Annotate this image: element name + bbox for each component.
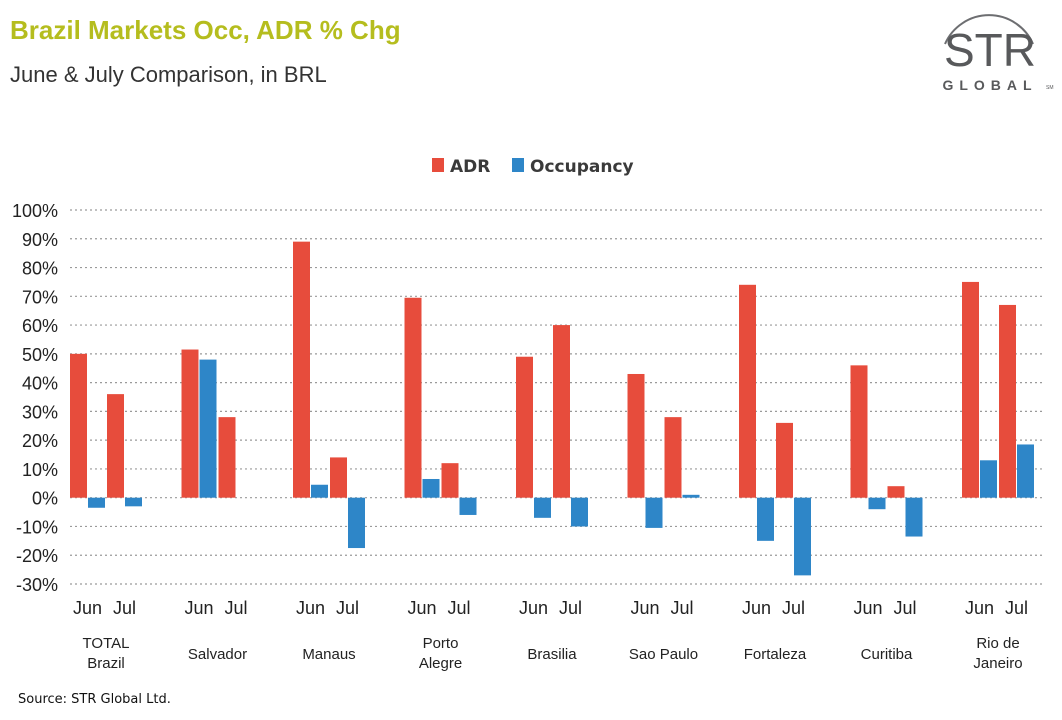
x-tick-label-month: Jun (407, 598, 436, 618)
y-tick-label: 70% (22, 287, 58, 307)
x-tick-label-month: Jun (965, 598, 994, 618)
str-global-logo: STR GLOBAL SM (942, 14, 1054, 93)
x-tick-label-month: Jun (296, 598, 325, 618)
x-tick-label-month: Jun (630, 598, 659, 618)
occupancy-bar (757, 497, 774, 541)
y-tick-label: 60% (22, 316, 58, 336)
logo-arc-icon (944, 14, 1034, 45)
occupancy-bar (125, 497, 142, 507)
y-tick-label: 90% (22, 230, 58, 250)
y-tick-label: 100% (12, 201, 58, 221)
adr-bar (776, 422, 793, 498)
x-tick-label-month: Jun (519, 598, 548, 618)
x-tick-label-market: Salvador (188, 646, 247, 663)
x-tick-label-market: Alegre (419, 655, 462, 672)
x-tick-label-market: TOTAL (83, 635, 130, 652)
occupancy-bar (199, 359, 217, 498)
x-tick-label-market: Brasilia (527, 646, 577, 663)
adr-bar (553, 325, 570, 498)
adr-bar (664, 417, 682, 498)
occupancy-bar (311, 484, 328, 498)
y-tick-label: 10% (22, 460, 58, 480)
adr-bar (218, 417, 236, 498)
x-tick-label-month: Jul (559, 598, 582, 618)
y-tick-label: -30% (16, 575, 58, 595)
x-tick-label-month: Jul (782, 598, 805, 618)
occupancy-bar (534, 497, 551, 518)
chart-subtitle: June & July Comparison, in BRL (10, 62, 327, 87)
adr-bar (181, 349, 199, 498)
x-tick-label-month: Jun (73, 598, 102, 618)
x-tick-label-market: Porto (423, 635, 459, 652)
adr-bar (887, 486, 905, 498)
occupancy-bar (794, 497, 811, 576)
adr-bar (999, 304, 1016, 498)
adr-bar (330, 457, 347, 498)
occupancy-bar (422, 478, 440, 498)
legend-adr-label: ADR (450, 157, 490, 177)
x-tick-label-market: Rio de (976, 635, 1019, 652)
x-tick-label-market: Manaus (302, 646, 355, 663)
legend-occupancy-label: Occupancy (530, 157, 634, 177)
x-tick-label-month: Jul (336, 598, 359, 618)
y-tick-label: 20% (22, 431, 58, 451)
x-tick-label-month: Jul (670, 598, 693, 618)
adr-bar (516, 356, 533, 498)
adr-bar (627, 373, 645, 498)
logo-text-top: STR (944, 24, 1036, 76)
adr-bar (441, 463, 459, 498)
x-tick-label-month: Jul (447, 598, 470, 618)
x-tick-label-month: Jun (742, 598, 771, 618)
adr-bar (107, 394, 124, 498)
occupancy-bar (571, 497, 588, 527)
x-tick-label-month: Jul (224, 598, 247, 618)
x-tick-label-month: Jul (113, 598, 136, 618)
x-tick-label-market: Brazil (87, 655, 125, 672)
occupancy-bar (88, 497, 105, 508)
x-tick-label-market: Curitiba (861, 646, 913, 663)
legend-occupancy-swatch (512, 158, 524, 172)
occupancy-bar (459, 497, 477, 515)
source-note: Source: STR Global Ltd. (18, 692, 171, 707)
occupancy-bar (645, 497, 663, 528)
x-tick-label-month: Jun (853, 598, 882, 618)
adr-bar (404, 297, 422, 498)
x-tick-label-market: Janeiro (973, 655, 1022, 672)
x-tick-label-market: Sao Paulo (629, 646, 698, 663)
y-tick-label: -20% (16, 546, 58, 566)
adr-bar (850, 365, 868, 498)
x-tick-label-market: Fortaleza (744, 646, 807, 663)
y-tick-label: -10% (16, 517, 58, 537)
adr-bar (739, 284, 756, 498)
x-tick-label-month: Jun (184, 598, 213, 618)
occupancy-bar (868, 497, 886, 510)
legend-adr-swatch (432, 158, 444, 172)
occupancy-bar (348, 497, 365, 549)
y-tick-label: 30% (22, 402, 58, 422)
chart-title: Brazil Markets Occ, ADR % Chg (10, 15, 401, 45)
adr-bar (962, 281, 979, 498)
occupancy-bar (682, 494, 700, 498)
occupancy-bar (905, 497, 923, 537)
y-tick-label: 80% (22, 259, 58, 279)
x-tick-label-month: Jul (1005, 598, 1028, 618)
x-tick-label-month: Jul (893, 598, 916, 618)
logo-text-bottom: GLOBAL (942, 77, 1037, 93)
occupancy-bar (980, 460, 997, 498)
occupancy-bar (1017, 444, 1034, 498)
y-tick-label: 0% (32, 489, 58, 509)
logo-mark: SM (1046, 85, 1054, 91)
adr-bar (293, 241, 310, 498)
y-tick-label: 40% (22, 374, 58, 394)
y-tick-label: 50% (22, 345, 58, 365)
adr-bar (70, 353, 87, 498)
